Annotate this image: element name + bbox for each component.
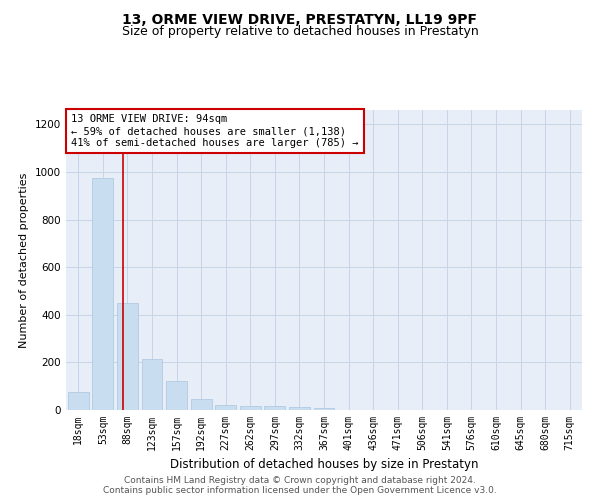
Bar [191,400,212,410]
Bar [68,392,89,410]
Bar [117,303,138,410]
Text: 13, ORME VIEW DRIVE, PRESTATYN, LL19 9PF: 13, ORME VIEW DRIVE, PRESTATYN, LL19 9PF [122,12,478,26]
Bar [215,405,236,410]
Text: Contains HM Land Registry data © Crown copyright and database right 2024.
Contai: Contains HM Land Registry data © Crown c… [103,476,497,495]
Text: Size of property relative to detached houses in Prestatyn: Size of property relative to detached ho… [122,25,478,38]
X-axis label: Distribution of detached houses by size in Prestatyn: Distribution of detached houses by size … [170,458,478,471]
Bar [166,382,187,410]
Bar [92,178,113,410]
Text: 13 ORME VIEW DRIVE: 94sqm
← 59% of detached houses are smaller (1,138)
41% of se: 13 ORME VIEW DRIVE: 94sqm ← 59% of detac… [71,114,359,148]
Y-axis label: Number of detached properties: Number of detached properties [19,172,29,348]
Bar [314,408,334,410]
Bar [289,407,310,410]
Bar [240,406,261,410]
Bar [142,359,163,410]
Bar [265,406,286,410]
